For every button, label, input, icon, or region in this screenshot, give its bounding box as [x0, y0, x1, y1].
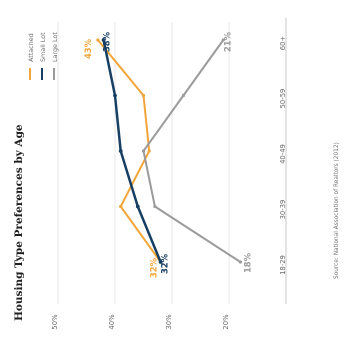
x-tick-label: 40-49: [279, 144, 287, 164]
data-point: [118, 149, 123, 153]
legend-label-large-lot: Large Lot: [51, 32, 59, 62]
data-label: 38%: [102, 31, 112, 52]
y-tick-label: 20%: [222, 314, 230, 330]
data-label: 32%: [149, 257, 159, 278]
data-point: [221, 38, 225, 42]
source-note: Source: National Association of Realtors…: [334, 142, 340, 279]
data-point: [153, 204, 157, 209]
data-point: [147, 149, 151, 153]
chart-title: Housing Type Preferences by Age: [13, 124, 25, 321]
line-layer: [96, 38, 242, 264]
x-tick-label: 30-39: [279, 200, 287, 220]
x-tick-label: 60+: [279, 36, 287, 50]
data-point: [96, 38, 100, 42]
label-layer: 32% 43% 32% 38% 18% 21%: [83, 31, 252, 278]
legend: Attached Small Lot Large Lot: [27, 32, 59, 80]
legend-label-small-lot: Small Lot: [39, 32, 47, 62]
grid-layer: 18-29 30-39 40-49 50-59 60+ 20% 30% 40% 50%: [51, 18, 287, 330]
data-point: [141, 149, 146, 153]
y-tick-label: 30%: [165, 314, 173, 330]
data-point: [141, 93, 146, 98]
data-label: 32%: [160, 253, 170, 274]
data-point: [119, 204, 123, 209]
y-tick-label: 40%: [108, 314, 116, 330]
data-label: 21%: [222, 31, 232, 52]
data-point: [101, 38, 106, 42]
series-line-small-lot: [102, 38, 162, 264]
y-tick-label: 50%: [51, 314, 59, 330]
data-point: [158, 260, 163, 264]
x-tick-label: 18-29: [279, 255, 287, 275]
series-line-large-lot: [142, 39, 242, 263]
x-tick-label: 50-59: [279, 89, 287, 109]
series-line-attached: [96, 39, 162, 263]
data-label: 18%: [242, 252, 252, 273]
data-point: [113, 93, 117, 98]
data-point: [181, 93, 185, 98]
data-point: [238, 260, 242, 264]
data-label: 43%: [83, 38, 93, 59]
legend-label-attached: Attached: [27, 33, 35, 62]
data-point: [135, 204, 140, 209]
